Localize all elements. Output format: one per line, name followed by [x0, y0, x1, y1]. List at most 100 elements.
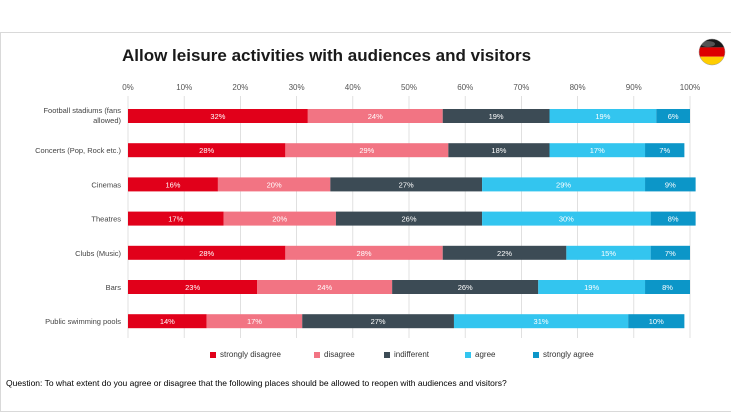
- data-label: 31%: [534, 317, 549, 326]
- legend-label: indifferent: [394, 350, 429, 359]
- x-tick-label: 80%: [570, 83, 586, 92]
- data-label: 19%: [489, 112, 504, 121]
- data-label: 19%: [584, 283, 599, 292]
- data-label: 9%: [665, 180, 676, 189]
- data-label: 15%: [601, 249, 616, 258]
- data-label: 32%: [210, 112, 225, 121]
- bar-segment: [538, 280, 646, 294]
- bar-segment: [645, 177, 696, 192]
- data-label: 8%: [662, 283, 673, 292]
- bar-segment: [206, 314, 303, 329]
- bar-segment: [442, 245, 567, 260]
- bar-segment: [549, 109, 657, 123]
- bar-segment: [285, 245, 443, 260]
- bar-segment: [257, 280, 393, 294]
- x-tick-label: 100%: [680, 83, 700, 92]
- bar-segment: [566, 245, 651, 260]
- chart-frame: [0, 32, 731, 412]
- bar-segment: [128, 177, 218, 192]
- data-label: 6%: [668, 112, 679, 121]
- bar-segment: [392, 280, 539, 294]
- bar-segment: [448, 143, 550, 158]
- data-label: 18%: [491, 146, 506, 155]
- x-tick-label: 40%: [345, 83, 361, 92]
- category-label: Clubs (Music): [75, 249, 121, 258]
- bar-segment: [645, 280, 690, 294]
- data-label: 28%: [357, 249, 372, 258]
- data-label: 17%: [168, 215, 183, 224]
- data-label: 26%: [401, 215, 416, 224]
- data-label: 20%: [272, 215, 287, 224]
- data-label: 20%: [267, 180, 282, 189]
- bar-segment: [128, 143, 286, 158]
- bar-segment: [302, 314, 454, 329]
- data-label: 30%: [559, 215, 574, 224]
- legend-item: strongly disagree: [210, 350, 281, 359]
- chart-title: Allow leisure activities with audiences …: [122, 46, 532, 65]
- legend-label: disagree: [324, 350, 355, 359]
- legend-swatch: [210, 351, 216, 358]
- bar-segment: [656, 109, 690, 123]
- bar-segment: [549, 143, 646, 158]
- data-label: 24%: [317, 283, 332, 292]
- data-label: 24%: [368, 112, 383, 121]
- bar-segment: [128, 314, 207, 329]
- x-tick-label: 30%: [289, 83, 305, 92]
- survey-question: Question: To what extent do you agree or…: [6, 378, 507, 388]
- x-tick-label: 20%: [232, 83, 248, 92]
- bar-segment: [330, 177, 483, 192]
- data-label: 22%: [497, 249, 512, 258]
- legend-swatch: [465, 351, 471, 358]
- bar-segment: [217, 177, 331, 192]
- bar-segment: [335, 211, 483, 226]
- data-label: 7%: [665, 249, 676, 258]
- legend-item: strongly agree: [533, 350, 594, 359]
- data-label: 27%: [371, 317, 386, 326]
- bar-segment: [223, 211, 336, 226]
- bar-segment: [650, 211, 696, 226]
- data-label: 16%: [165, 180, 180, 189]
- bar-segment: [128, 109, 308, 123]
- legend-label: strongly agree: [543, 350, 594, 359]
- category-label: Bars: [106, 283, 122, 292]
- data-label: 17%: [590, 146, 605, 155]
- bar-segment: [650, 245, 690, 260]
- data-label: 19%: [595, 112, 610, 121]
- x-tick-label: 70%: [513, 83, 529, 92]
- germany-flag-icon: [698, 38, 726, 66]
- data-label: 7%: [659, 146, 670, 155]
- data-label: 23%: [185, 283, 200, 292]
- category-label: Football stadiums (fans allowed): [43, 106, 121, 125]
- data-label: 28%: [199, 249, 214, 258]
- data-label: 26%: [458, 283, 473, 292]
- data-label: 10%: [649, 317, 664, 326]
- x-tick-label: 60%: [457, 83, 473, 92]
- bar-segment: [285, 143, 449, 158]
- legend-item: agree: [465, 350, 495, 359]
- x-tick-label: 50%: [401, 83, 417, 92]
- x-tick-label: 0%: [122, 83, 134, 92]
- category-label: Cinemas: [91, 180, 121, 189]
- category-label: Public swimming pools: [45, 317, 121, 326]
- data-label: 8%: [668, 215, 679, 224]
- legend-swatch: [533, 351, 539, 358]
- bar-segment: [128, 245, 286, 260]
- data-label: 29%: [556, 180, 571, 189]
- bar-segment: [482, 211, 651, 226]
- bar-segment: [307, 109, 443, 123]
- bar-segment: [128, 280, 258, 294]
- bar-segment: [453, 314, 629, 329]
- category-label: Concerts (Pop, Rock etc.): [35, 146, 121, 155]
- bar-segment: [482, 177, 646, 192]
- data-label: 28%: [199, 146, 214, 155]
- bar-segment: [128, 211, 224, 226]
- bar-segment: [628, 314, 685, 329]
- data-label: 29%: [359, 146, 374, 155]
- legend-label: agree: [475, 350, 496, 359]
- category-label: Theatres: [91, 215, 121, 224]
- data-label: 27%: [399, 180, 414, 189]
- legend-item: disagree: [314, 350, 355, 359]
- bar-segment: [442, 109, 550, 123]
- x-tick-label: 90%: [626, 83, 642, 92]
